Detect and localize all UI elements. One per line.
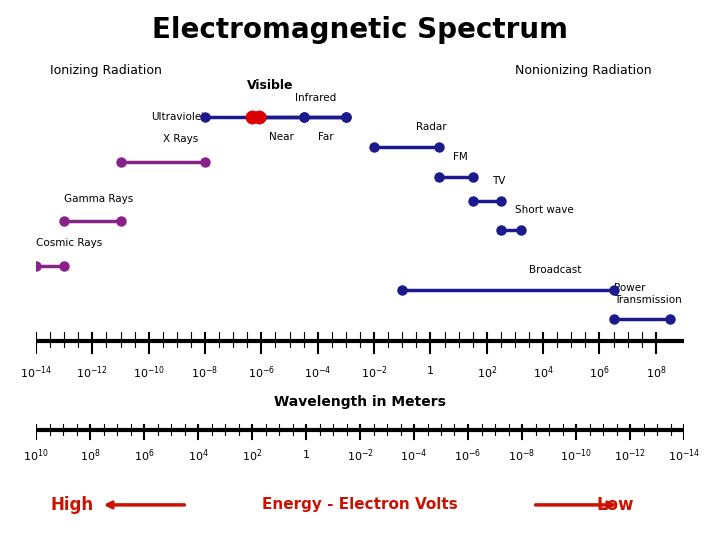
Text: Low: Low xyxy=(596,496,634,514)
Text: $10^{-10}$: $10^{-10}$ xyxy=(560,448,592,464)
Text: $10^{-4}$: $10^{-4}$ xyxy=(400,448,428,464)
Text: $1$: $1$ xyxy=(302,448,310,460)
Text: $10^{-14}$: $10^{-14}$ xyxy=(668,448,700,464)
Text: $10^{4}$: $10^{4}$ xyxy=(188,448,208,464)
Text: TV: TV xyxy=(492,176,505,186)
Text: Gamma Rays: Gamma Rays xyxy=(64,193,133,204)
Text: $10^{2}$: $10^{2}$ xyxy=(242,448,262,464)
Text: $10^{-8}$: $10^{-8}$ xyxy=(192,364,219,381)
Text: Nonionizing Radiation: Nonionizing Radiation xyxy=(515,64,652,77)
Text: Far: Far xyxy=(318,132,334,143)
Text: $10^{10}$: $10^{10}$ xyxy=(23,448,49,464)
Text: Wavelength in Meters: Wavelength in Meters xyxy=(274,395,446,409)
Text: Electromagnetic Spectrum: Electromagnetic Spectrum xyxy=(152,16,568,44)
Text: $10^{-12}$: $10^{-12}$ xyxy=(614,448,646,464)
Text: $10^{-10}$: $10^{-10}$ xyxy=(132,364,165,381)
Text: $10^{4}$: $10^{4}$ xyxy=(533,364,554,381)
Text: Radar: Radar xyxy=(416,122,447,132)
Text: $10^{8}$: $10^{8}$ xyxy=(646,364,666,381)
Text: $10^{-6}$: $10^{-6}$ xyxy=(248,364,275,381)
Text: $10^{8}$: $10^{8}$ xyxy=(80,448,100,464)
Text: X Rays: X Rays xyxy=(163,134,198,144)
Text: $10^{6}$: $10^{6}$ xyxy=(134,448,154,464)
Text: Ultraviolet: Ultraviolet xyxy=(150,112,205,123)
Text: $10^{-2}$: $10^{-2}$ xyxy=(361,364,387,381)
Text: $10^{-4}$: $10^{-4}$ xyxy=(304,364,331,381)
Text: Ionizing Radiation: Ionizing Radiation xyxy=(50,64,162,77)
Text: Near: Near xyxy=(269,132,294,143)
Text: $10^{6}$: $10^{6}$ xyxy=(589,364,610,381)
Text: Short wave: Short wave xyxy=(515,205,574,215)
Text: $10^{-12}$: $10^{-12}$ xyxy=(76,364,108,381)
Text: High: High xyxy=(50,496,94,514)
Text: Broadcast: Broadcast xyxy=(529,265,582,275)
Text: FM: FM xyxy=(453,152,468,162)
Text: $10^{-8}$: $10^{-8}$ xyxy=(508,448,536,464)
Text: $10^{-2}$: $10^{-2}$ xyxy=(346,448,374,464)
Text: Cosmic Rays: Cosmic Rays xyxy=(36,238,102,248)
Text: Energy - Electron Volts: Energy - Electron Volts xyxy=(262,497,458,512)
Text: Infrared: Infrared xyxy=(295,92,336,103)
Text: $10^{-6}$: $10^{-6}$ xyxy=(454,448,482,464)
Text: Power
Transmission: Power Transmission xyxy=(613,283,681,305)
Text: $10^{2}$: $10^{2}$ xyxy=(477,364,497,381)
Text: $10^{-14}$: $10^{-14}$ xyxy=(20,364,52,381)
Text: Visible: Visible xyxy=(247,79,294,92)
Text: $1$: $1$ xyxy=(426,364,434,376)
